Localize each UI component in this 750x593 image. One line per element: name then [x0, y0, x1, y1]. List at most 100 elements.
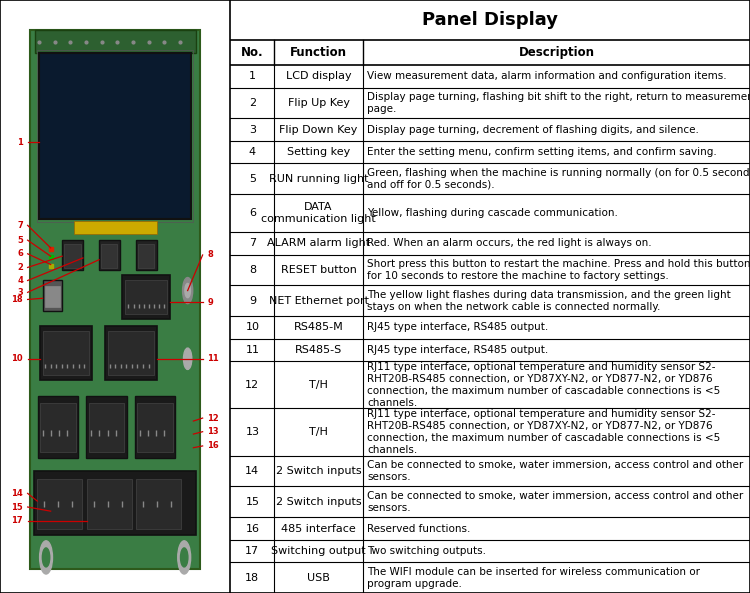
Text: Yellow, flashing during cascade communication.: Yellow, flashing during cascade communic… [367, 208, 618, 218]
Bar [30, 30, 200, 569]
Circle shape [181, 548, 188, 567]
Text: RJ45 type interface, RS485 output.: RJ45 type interface, RS485 output. [367, 323, 548, 332]
Text: ALARM alarm light: ALARM alarm light [267, 238, 370, 248]
Text: RS485-M: RS485-M [294, 323, 344, 332]
Text: Function: Function [290, 46, 347, 59]
Text: 13: 13 [207, 427, 219, 436]
Text: 8: 8 [249, 265, 256, 275]
Text: 7: 7 [17, 221, 23, 230]
Text: 5: 5 [249, 174, 256, 184]
Bar [40, 403, 76, 452]
Bar [34, 30, 196, 53]
Circle shape [178, 541, 190, 574]
Bar [135, 396, 175, 458]
Text: 18: 18 [245, 573, 260, 582]
Bar [40, 326, 92, 380]
Text: 4: 4 [249, 147, 256, 157]
Text: 5: 5 [17, 235, 23, 245]
Text: 14: 14 [245, 466, 260, 476]
Bar [86, 396, 127, 458]
Text: 11: 11 [245, 345, 260, 355]
Text: 2 Switch inputs: 2 Switch inputs [276, 497, 362, 507]
Text: NET Ethernet port: NET Ethernet port [268, 296, 368, 306]
Text: RS485-S: RS485-S [295, 345, 342, 355]
Text: Setting key: Setting key [287, 147, 350, 157]
Bar [74, 221, 157, 234]
Text: 17: 17 [245, 546, 260, 556]
Text: 2: 2 [249, 98, 256, 108]
Text: 1: 1 [17, 138, 23, 147]
Bar [62, 240, 83, 270]
Text: Flip Up Key: Flip Up Key [287, 98, 350, 108]
Text: 3: 3 [249, 125, 256, 135]
Text: The yellow light flashes during data transmission, and the green light
stays on : The yellow light flashes during data tra… [367, 290, 730, 312]
Circle shape [184, 348, 192, 369]
Bar [107, 331, 154, 375]
Text: 10: 10 [11, 354, 23, 364]
Text: Green, flashing when the machine is running normally (on for 0.5 seconds
and off: Green, flashing when the machine is runn… [367, 168, 750, 190]
Text: T/H: T/H [309, 380, 328, 390]
Text: 2: 2 [17, 263, 23, 272]
Text: Two switching outputs.: Two switching outputs. [367, 546, 486, 556]
Text: Short press this button to restart the machine. Press and hold this button
for 1: Short press this button to restart the m… [367, 259, 750, 281]
Bar [43, 280, 62, 311]
Text: 10: 10 [245, 323, 260, 332]
Bar [136, 479, 182, 529]
Text: Enter the setting menu, confirm setting items, and confirm saving.: Enter the setting menu, confirm setting … [367, 147, 717, 157]
Bar [122, 275, 170, 319]
Bar [125, 280, 167, 314]
Bar [37, 50, 194, 222]
Bar [138, 244, 154, 268]
Text: 11: 11 [207, 354, 219, 364]
Bar [99, 240, 120, 270]
Circle shape [185, 283, 190, 298]
Bar [87, 479, 132, 529]
Text: Panel Display: Panel Display [422, 11, 558, 29]
Bar [64, 244, 80, 268]
Bar [38, 396, 78, 458]
Text: Reserved functions.: Reserved functions. [367, 524, 470, 534]
Bar [136, 240, 157, 270]
Text: Can be connected to smoke, water immersion, access control and other
sensors.: Can be connected to smoke, water immersi… [367, 460, 743, 482]
Text: Display page turning, decrement of flashing digits, and silence.: Display page turning, decrement of flash… [367, 125, 699, 135]
Text: 4: 4 [17, 276, 23, 285]
Text: RJ45 type interface, RS485 output.: RJ45 type interface, RS485 output. [367, 345, 548, 355]
Text: Display page turning, flashing bit shift to the right, return to measurement
pag: Display page turning, flashing bit shift… [367, 92, 750, 114]
Text: 9: 9 [207, 298, 213, 307]
Bar [101, 244, 118, 268]
Bar [137, 403, 172, 452]
Text: 9: 9 [249, 296, 256, 306]
Text: The WIFI module can be inserted for wireless communication or
program upgrade.: The WIFI module can be inserted for wire… [367, 567, 700, 589]
Bar [45, 286, 60, 307]
Text: RUN running light: RUN running light [268, 174, 368, 184]
Text: 2 Switch inputs: 2 Switch inputs [276, 466, 362, 476]
Text: 15: 15 [245, 497, 260, 507]
Bar [38, 479, 82, 529]
Text: View measurement data, alarm information and configuration items.: View measurement data, alarm information… [367, 72, 727, 81]
Circle shape [40, 541, 53, 574]
Text: 12: 12 [245, 380, 260, 390]
Text: LCD display: LCD display [286, 72, 352, 81]
Text: DATA
communication light: DATA communication light [261, 202, 376, 224]
Text: RJ11 type interface, optional temperature and humidity sensor S2-
RHT20B-RS485 c: RJ11 type interface, optional temperatur… [367, 362, 720, 408]
Text: 17: 17 [11, 516, 23, 525]
Text: Switching output: Switching output [272, 546, 366, 556]
Text: RESET button: RESET button [280, 265, 356, 275]
Bar [88, 403, 125, 452]
Text: RJ11 type interface, optional temperature and humidity sensor S2-
RHT20B-RS485 c: RJ11 type interface, optional temperatur… [367, 409, 720, 455]
Text: 18: 18 [11, 295, 23, 304]
Text: 15: 15 [11, 502, 23, 512]
Bar [34, 471, 197, 535]
Text: 16: 16 [207, 441, 219, 451]
Text: 6: 6 [17, 249, 23, 259]
Circle shape [42, 548, 50, 567]
Text: Flip Down Key: Flip Down Key [280, 125, 358, 135]
Text: 13: 13 [245, 427, 260, 437]
Text: Description: Description [518, 46, 595, 59]
Text: 14: 14 [11, 489, 23, 498]
Text: Can be connected to smoke, water immersion, access control and other
sensors.: Can be connected to smoke, water immersi… [367, 491, 743, 513]
Bar [43, 331, 89, 375]
Bar [39, 53, 191, 219]
Text: 16: 16 [245, 524, 260, 534]
Bar [105, 326, 157, 380]
